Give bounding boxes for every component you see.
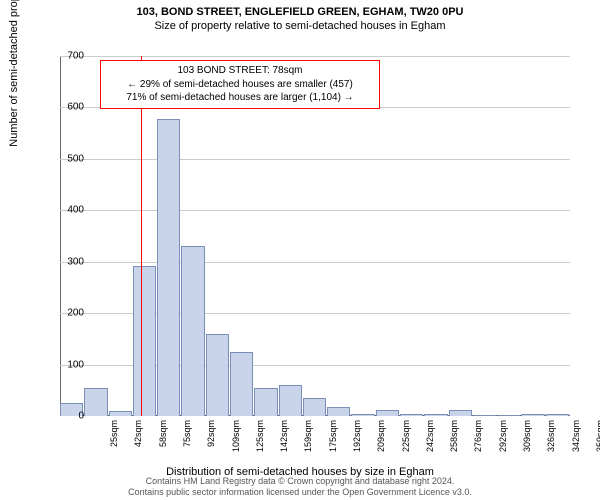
plot-area	[60, 56, 570, 416]
histogram-bar	[279, 385, 302, 416]
x-tick-label: 25sqm	[109, 420, 119, 460]
x-tick-label: 192sqm	[352, 420, 362, 460]
histogram-bar	[449, 410, 472, 416]
histogram-bar	[497, 415, 520, 416]
marker-line	[141, 56, 142, 416]
x-tick-label: 326sqm	[546, 420, 556, 460]
histogram-bar	[424, 414, 447, 416]
x-tick-label: 159sqm	[303, 420, 313, 460]
info-line-1: 103 BOND STREET: 78sqm	[107, 64, 373, 78]
histogram-bar	[84, 388, 107, 416]
x-tick-label: 225sqm	[401, 420, 411, 460]
gridline-h	[60, 210, 570, 211]
x-tick-label: 276sqm	[473, 420, 483, 460]
histogram-bar	[351, 414, 374, 416]
y-tick-label: 300	[48, 256, 84, 267]
info-line-3: 71% of semi-detached houses are larger (…	[107, 91, 373, 105]
histogram-bar	[546, 414, 569, 416]
y-tick-label: 400	[48, 205, 84, 216]
histogram-bar	[327, 407, 350, 416]
histogram-bar	[376, 410, 399, 416]
x-tick-label: 258sqm	[449, 420, 459, 460]
footer: Contains HM Land Registry data © Crown c…	[0, 476, 600, 498]
histogram-bar	[254, 388, 277, 416]
histogram-bar	[181, 246, 204, 416]
footer-line-1: Contains HM Land Registry data © Crown c…	[0, 476, 600, 487]
histogram-bar	[133, 266, 156, 416]
info-line-2: ← 29% of semi-detached houses are smalle…	[107, 78, 373, 92]
y-tick-label: 0	[48, 411, 84, 422]
y-tick-label: 100	[48, 359, 84, 370]
gridline-h	[60, 262, 570, 263]
marker-info-box: 103 BOND STREET: 78sqm ← 29% of semi-det…	[100, 60, 380, 109]
y-tick-label: 500	[48, 153, 84, 164]
histogram-bar	[230, 352, 253, 416]
chart-title: 103, BOND STREET, ENGLEFIELD GREEN, EGHA…	[0, 0, 600, 18]
gridline-h	[60, 56, 570, 57]
x-tick-label: 292sqm	[498, 420, 508, 460]
x-tick-label: 359sqm	[595, 420, 600, 460]
x-tick-label: 92sqm	[206, 420, 216, 460]
x-tick-label: 142sqm	[279, 420, 289, 460]
chart-container: 103, BOND STREET, ENGLEFIELD GREEN, EGHA…	[0, 0, 600, 500]
y-tick-label: 700	[48, 51, 84, 62]
x-tick-label: 42sqm	[133, 420, 143, 460]
x-tick-label: 309sqm	[522, 420, 532, 460]
histogram-bar	[473, 415, 496, 416]
x-tick-label: 342sqm	[571, 420, 581, 460]
histogram-bar	[109, 411, 132, 416]
histogram-bar	[206, 334, 229, 416]
x-tick-label: 209sqm	[376, 420, 386, 460]
y-axis-label: Number of semi-detached properties	[8, 0, 20, 147]
x-tick-label: 242sqm	[425, 420, 435, 460]
histogram-bar	[521, 414, 544, 416]
y-tick-label: 200	[48, 308, 84, 319]
gridline-h	[60, 159, 570, 160]
y-tick-label: 600	[48, 102, 84, 113]
x-tick-label: 109sqm	[231, 420, 241, 460]
histogram-bar	[400, 414, 423, 416]
x-tick-label: 58sqm	[158, 420, 168, 460]
x-tick-label: 75sqm	[182, 420, 192, 460]
x-tick-label: 175sqm	[328, 420, 338, 460]
x-tick-label: 125sqm	[255, 420, 265, 460]
chart-subtitle: Size of property relative to semi-detach…	[0, 18, 600, 32]
histogram-bar	[303, 398, 326, 416]
histogram-bar	[157, 119, 180, 416]
footer-line-2: Contains public sector information licen…	[0, 487, 600, 498]
